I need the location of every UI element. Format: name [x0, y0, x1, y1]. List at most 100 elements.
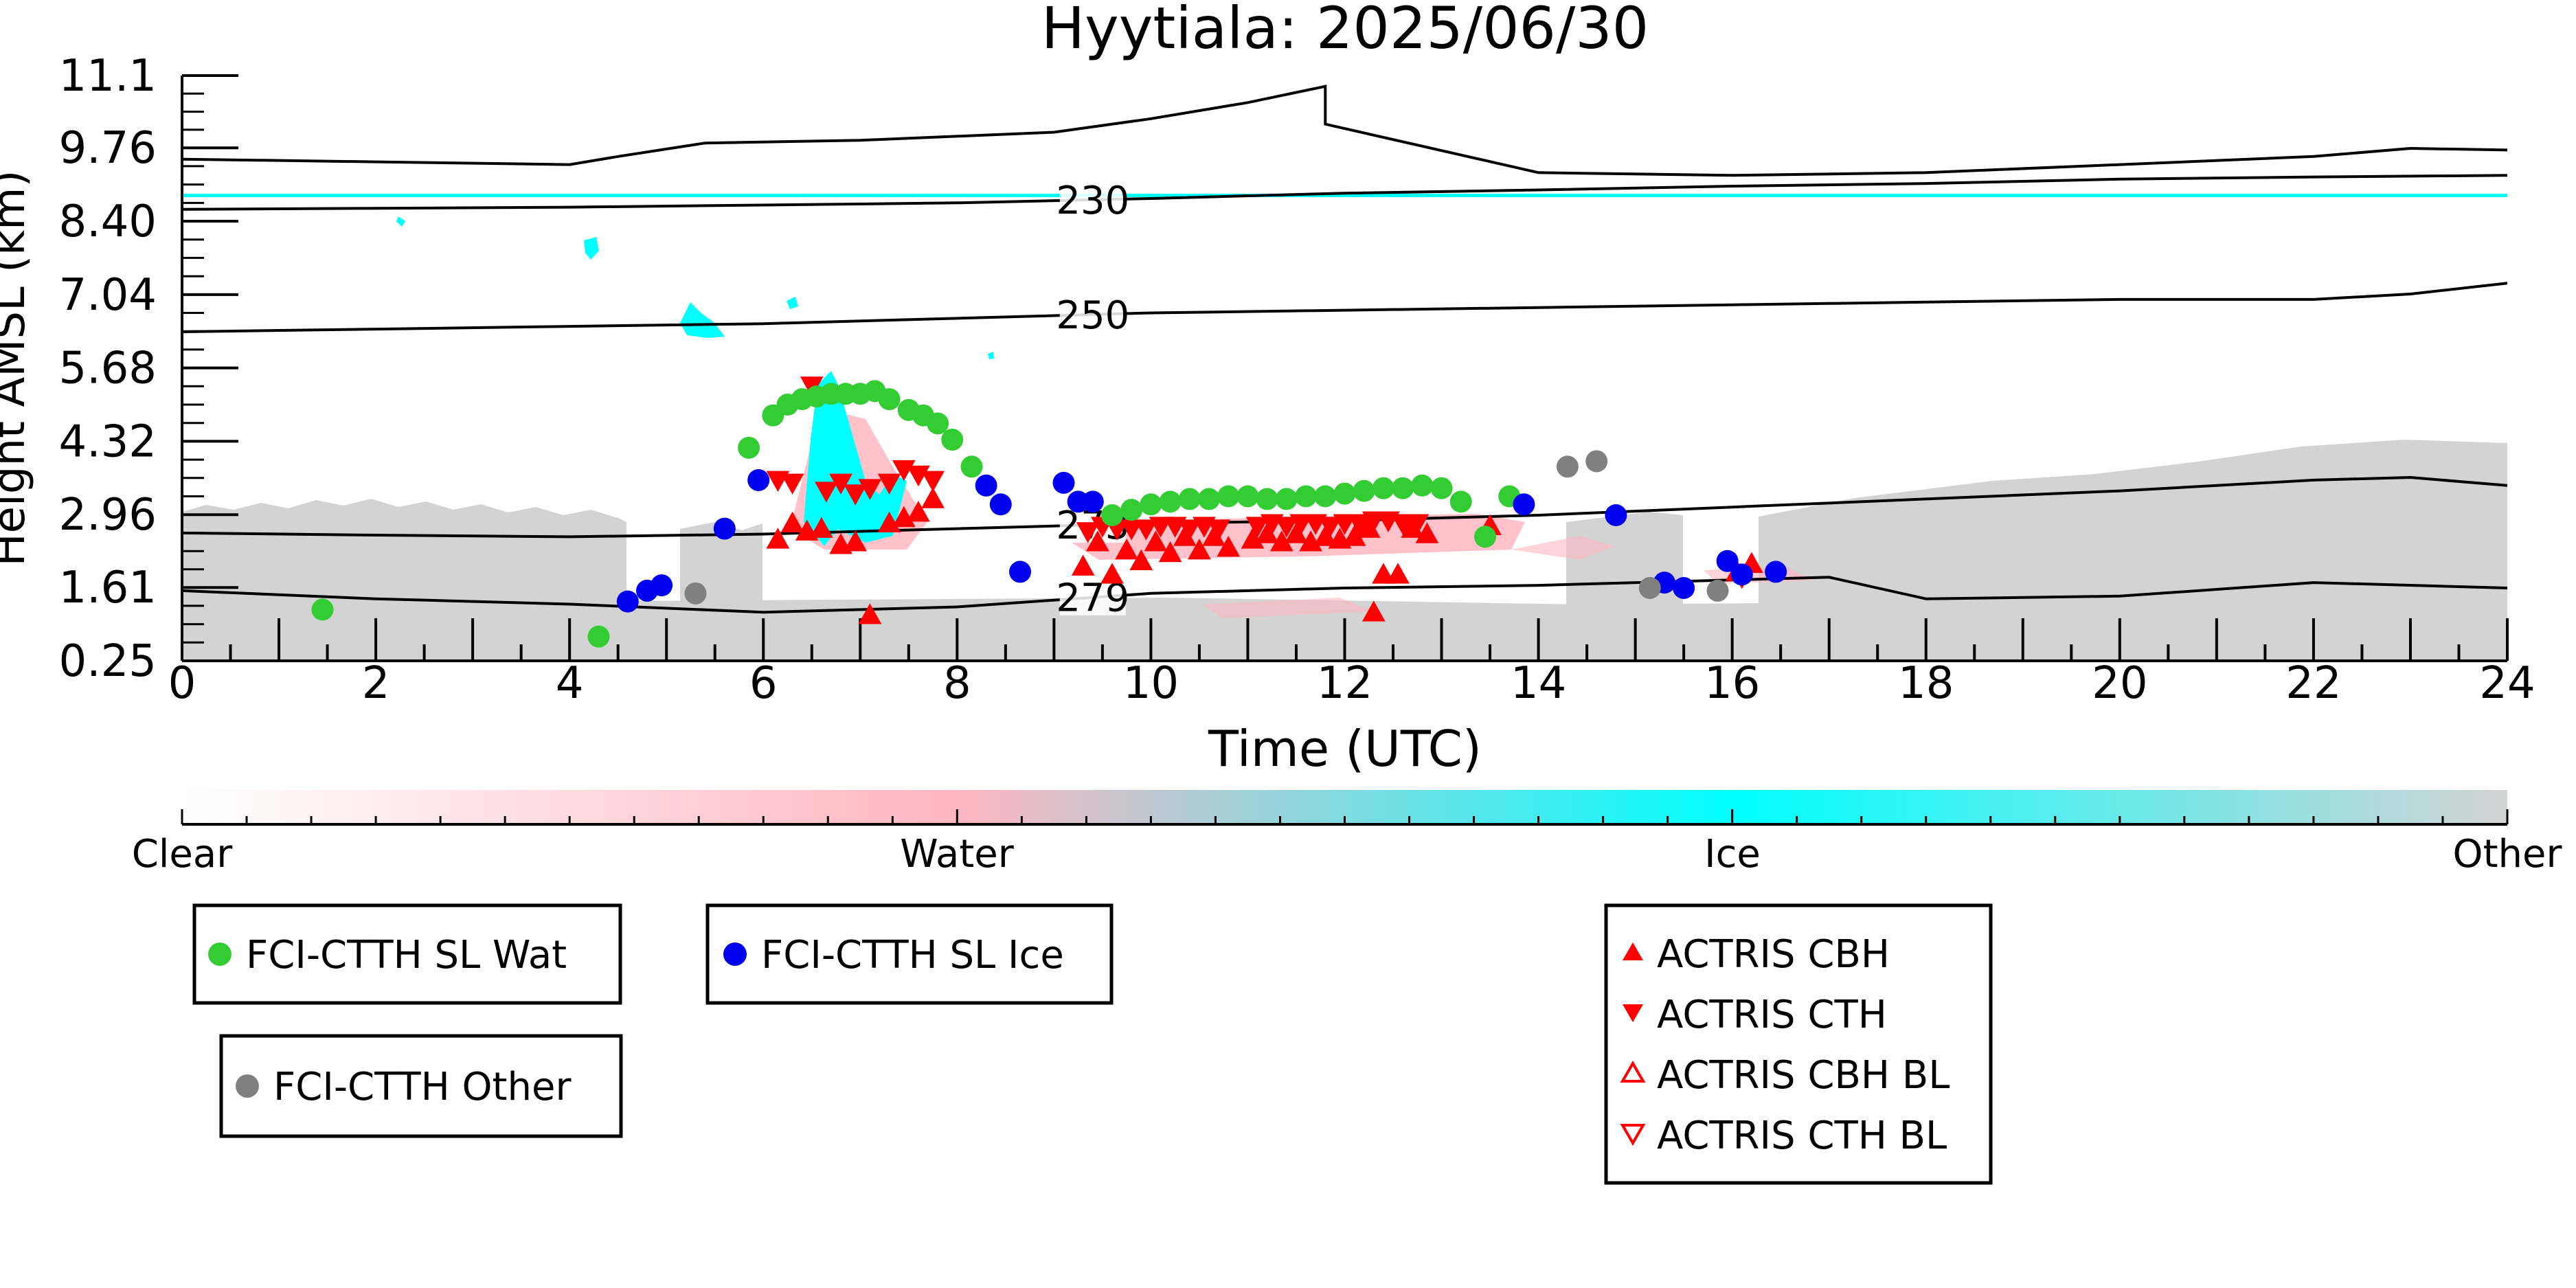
marker-fci-ctth-sl-ice	[747, 468, 770, 491]
marker-fci-ctth-sl-wat	[1217, 485, 1240, 508]
marker-actris-cth	[1275, 517, 1298, 538]
marker-fci-ctth-sl-ice	[989, 493, 1012, 516]
x-tick-label: 12	[1317, 658, 1372, 709]
marker-fci-ctth-sl-ice	[713, 517, 736, 540]
legend-label-actris-cbh-bl: ACTRIS CBH BL	[1657, 1053, 1950, 1098]
marker-actris-cth	[1333, 514, 1357, 535]
legend-fci-wat: FCI-CTTH SL Wat	[192, 903, 622, 1005]
marker-fci-ctth-sl-wat	[1101, 504, 1123, 526]
contour-line	[182, 576, 2507, 614]
marker-fci-ctth-sl-wat	[1120, 499, 1143, 521]
legend-box-fci-wat	[192, 903, 622, 1005]
marker-fci-ctth-sl-wat	[1314, 485, 1337, 508]
marker-fci-ctth-sl-wat	[587, 625, 610, 648]
legend-actris: ACTRIS CBH ACTRIS CTH ACTRIS CBH BL ACTR…	[1604, 903, 1993, 1185]
marker-actris-cbh	[1386, 563, 1410, 584]
marker-actris-cbh	[810, 517, 833, 538]
contour-label: 250	[1056, 293, 1129, 338]
legend-marker-actris-cth-bl	[1620, 1124, 1646, 1146]
legend-box-fci-other	[219, 1034, 623, 1138]
x-tick-label: 0	[168, 658, 196, 709]
marker-actris-cth	[1391, 514, 1414, 535]
contour-label-bg	[1059, 579, 1126, 615]
chart-title: Hyytiala: 2025/06/30	[1041, 0, 1649, 62]
marker-fci-ctth-sl-wat	[1295, 485, 1318, 508]
water-field-low	[1202, 598, 1374, 618]
legend-marker-actris-cth	[1623, 1004, 1643, 1022]
x-tick-label: 6	[749, 658, 778, 709]
marker-fci-ctth-sl-wat	[1372, 477, 1394, 499]
marker-actris-cth	[815, 482, 838, 503]
x-tick-label: 10	[1123, 658, 1179, 709]
legend-label-fci-wat: FCI-CTTH SL Wat	[246, 933, 567, 978]
x-tick-label: 20	[2092, 658, 2147, 709]
marker-fci-ctth-sl-ice	[616, 590, 639, 613]
marker-fci-ctth-sl-wat	[1411, 474, 1434, 497]
marker-actris-cth	[844, 484, 868, 506]
y-tick-label: 8.40	[59, 196, 157, 247]
legend-label-actris-cth: ACTRIS CTH	[1657, 993, 1887, 1037]
x-tick-label: 16	[1704, 658, 1760, 709]
contour-line	[182, 84, 2507, 177]
y-tick-label: 9.76	[59, 123, 157, 174]
marker-fci-ctth-sl-wat	[1159, 490, 1182, 513]
marker-actris-cbh	[1100, 563, 1124, 584]
marker-actris-cbh	[921, 487, 945, 508]
marker-fci-ctth-sl-ice	[975, 474, 997, 497]
x-tick-label: 14	[1511, 658, 1566, 709]
marker-actris-cth	[1347, 514, 1371, 535]
marker-fci-ctth-sl-wat	[960, 455, 983, 478]
x-tick-label: 2	[362, 658, 390, 709]
marker-actris-cbh	[1299, 530, 1322, 552]
marker-fci-ctth-sl-ice	[1081, 490, 1104, 513]
marker-fci-ctth-sl-wat	[1198, 488, 1221, 510]
marker-actris-cth	[1149, 517, 1173, 538]
x-tick-label: 18	[1898, 658, 1954, 709]
marker-actris-cth	[877, 473, 901, 495]
marker-actris-cth	[1362, 511, 1386, 532]
legend-label-actris-cbh: ACTRIS CBH	[1657, 932, 1890, 977]
colorbar-label-clear: Clear	[132, 832, 233, 877]
marker-actris-cbh	[1415, 522, 1439, 543]
marker-actris-cth	[1177, 519, 1201, 541]
legend-marker-fci-other	[236, 1074, 259, 1098]
marker-actris-cth	[829, 473, 852, 495]
marker-fci-ctth-sl-wat	[1333, 482, 1356, 505]
marker-actris-cbh	[892, 506, 916, 528]
marker-actris-cth	[907, 465, 930, 487]
marker-actris-cth	[921, 471, 945, 492]
ice-patch-2	[584, 237, 599, 260]
marker-actris-cth	[1245, 517, 1269, 538]
marker-fci-ctth-sl-wat	[1430, 477, 1453, 499]
marker-actris-cth	[780, 473, 804, 495]
marker-fci-ctth-sl-wat	[1392, 477, 1414, 499]
legend-marker-actris-cbh	[1623, 942, 1643, 960]
contour-line	[182, 475, 2507, 539]
marker-fci-ctth-other	[684, 582, 707, 605]
marker-actris-cth	[1207, 519, 1230, 541]
other-field-left	[182, 499, 626, 661]
x-tick-label: 22	[2285, 658, 2341, 709]
marker-actris-cth	[1289, 514, 1313, 535]
marker-actris-cbh	[858, 603, 882, 624]
marker-fci-ctth-other	[1706, 579, 1729, 602]
y-tick-label: 4.32	[59, 416, 157, 467]
x-tick-label: 8	[943, 658, 971, 709]
marker-fci-ctth-sl-ice	[1765, 561, 1787, 583]
marker-fci-ctth-sl-wat	[1449, 490, 1472, 513]
cloud-class-fields	[182, 194, 2507, 661]
marker-fci-ctth-sl-wat	[1474, 526, 1497, 548]
ice-patch-3	[680, 302, 725, 338]
colorbar-label-water: Water	[900, 832, 1015, 877]
marker-fci-ctth-sl-ice	[1513, 493, 1535, 516]
contour-label-bg	[1059, 296, 1126, 332]
contour-line	[182, 282, 2507, 333]
ice-patch-4	[787, 297, 798, 309]
contour-line	[182, 174, 2507, 211]
marker-actris-cbh	[1129, 549, 1153, 571]
marker-actris-cth	[858, 479, 882, 500]
marker-actris-cbh	[780, 511, 804, 533]
marker-fci-ctth-sl-ice	[1673, 576, 1695, 599]
ice-patch-5	[988, 352, 994, 359]
legend-marker-fci-wat	[208, 942, 231, 966]
